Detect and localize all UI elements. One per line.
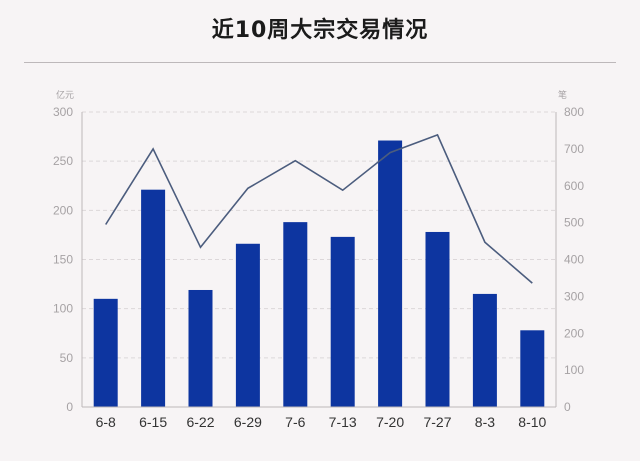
bar [330, 236, 355, 407]
x-tick-label: 6-22 [186, 414, 214, 430]
y-right-tick-label: 100 [564, 363, 584, 377]
bar [425, 231, 450, 407]
y-left-tick-label: 0 [66, 400, 73, 414]
y-right-tick-label: 300 [564, 289, 584, 303]
line-series [105, 133, 533, 284]
bar [141, 189, 166, 407]
y-left-unit-label: 亿元 [56, 89, 74, 101]
bar [520, 330, 545, 407]
bar [472, 293, 497, 407]
x-tick-label: 6-15 [139, 414, 167, 430]
x-tick-label: 7-13 [329, 414, 357, 430]
y-left-tick-label: 50 [60, 351, 74, 365]
y-left-tick-label: 300 [53, 105, 73, 119]
x-tick-label: 6-29 [234, 414, 262, 430]
y-left-tick-label: 100 [53, 302, 73, 316]
y-left-tick-label: 250 [53, 154, 73, 168]
x-tick-label: 6-8 [96, 414, 116, 430]
bar [93, 298, 118, 407]
y-right-tick-label: 500 [564, 216, 584, 230]
y-right-tick-label: 600 [564, 179, 584, 193]
y-left-tick-label: 200 [53, 203, 73, 217]
x-tick-label: 8-3 [475, 414, 495, 430]
x-tick-label: 7-20 [376, 414, 404, 430]
chart-title: 近10周大宗交易情况 [211, 18, 429, 43]
x-tick-label: 8-10 [518, 414, 546, 430]
y-left-tick-label: 150 [53, 253, 73, 267]
y-right-unit-label: 笔 [558, 89, 567, 101]
title-divider [24, 62, 616, 63]
bar [378, 140, 403, 407]
bar [188, 289, 213, 407]
y-right-tick-label: 800 [564, 105, 584, 119]
x-tick-label: 7-6 [285, 414, 305, 430]
bar [235, 243, 260, 407]
x-tick-label: 7-27 [423, 414, 451, 430]
bar [283, 222, 308, 407]
y-right-tick-label: 700 [564, 142, 584, 156]
y-right-tick-label: 0 [564, 400, 571, 414]
y-right-tick-label: 200 [564, 326, 584, 340]
y-right-tick-label: 400 [564, 253, 584, 267]
